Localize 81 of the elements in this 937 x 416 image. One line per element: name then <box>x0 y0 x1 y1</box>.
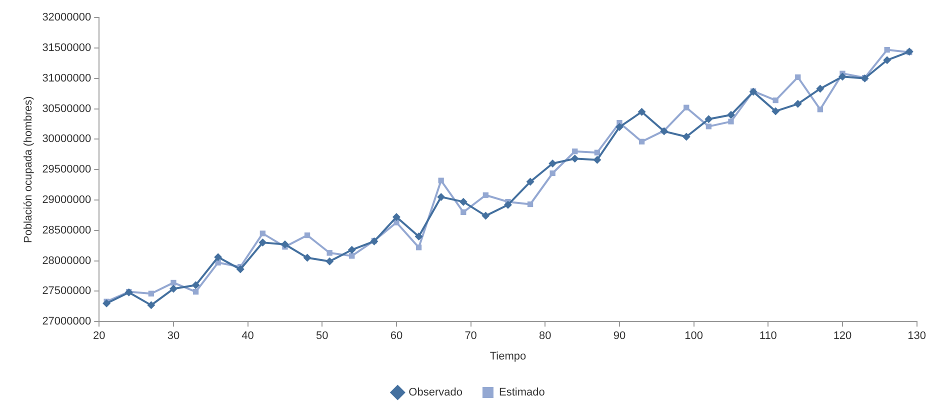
point <box>817 106 824 112</box>
point <box>548 160 557 168</box>
y-tick-label: 29000000 <box>42 194 92 206</box>
legend-label: Estimado <box>498 386 545 399</box>
legend-label: Observado <box>408 386 462 399</box>
x-tick-label: 50 <box>316 330 328 342</box>
x-tick-label: 130 <box>908 330 926 342</box>
x-tick-label: 30 <box>167 330 180 342</box>
y-tick-label: 30000000 <box>42 133 92 146</box>
point <box>348 246 356 254</box>
point <box>794 100 802 108</box>
point <box>459 198 468 206</box>
point <box>304 232 310 238</box>
y-tick-label: 30500000 <box>42 102 92 115</box>
point <box>170 280 176 286</box>
point <box>527 201 534 208</box>
point <box>704 115 713 124</box>
point <box>772 97 778 104</box>
point <box>102 299 111 308</box>
y-tick-label: 31500000 <box>42 42 92 54</box>
x-tick-label: 110 <box>759 330 777 342</box>
point <box>638 108 646 116</box>
y-tick-label: 27000000 <box>42 316 92 328</box>
point <box>594 150 600 156</box>
point <box>438 178 444 184</box>
y-tick-label: 28000000 <box>42 254 92 267</box>
point <box>147 301 156 310</box>
point <box>414 232 423 240</box>
x-tick-label: 60 <box>390 330 403 342</box>
y-tick-label: 31000000 <box>42 72 92 84</box>
point <box>148 290 154 296</box>
y-tick-label: 29500000 <box>42 164 92 176</box>
point <box>638 138 645 144</box>
point <box>570 154 579 163</box>
point <box>437 192 446 201</box>
point <box>706 124 712 130</box>
point <box>772 107 780 116</box>
x-tick-label: 120 <box>833 330 852 342</box>
point <box>682 132 690 141</box>
point <box>392 213 400 222</box>
point <box>838 72 846 81</box>
x-tick-label: 90 <box>613 330 626 342</box>
point <box>883 56 892 64</box>
point <box>482 212 490 220</box>
x-tick-label: 80 <box>539 330 552 342</box>
point <box>260 230 266 236</box>
point <box>684 104 690 110</box>
point <box>482 192 489 198</box>
point <box>192 281 200 290</box>
point <box>258 238 267 247</box>
point <box>326 257 334 266</box>
point <box>504 200 512 209</box>
y-tick-label: 28500000 <box>42 224 92 236</box>
point <box>728 118 734 124</box>
point <box>236 265 244 274</box>
y-tick-label: 32000000 <box>42 12 92 24</box>
x-axis-title: Tiempo <box>490 350 526 362</box>
y-axis-title: Población ocupada (hombres) <box>22 96 35 243</box>
point <box>169 284 178 293</box>
point <box>526 178 534 186</box>
point <box>726 110 735 119</box>
point <box>280 240 289 248</box>
y-tick-label: 27500000 <box>42 285 92 298</box>
x-tick-label: 40 <box>242 330 254 342</box>
point <box>816 84 824 93</box>
point <box>192 288 199 295</box>
point <box>615 123 624 132</box>
point <box>326 250 332 256</box>
point <box>214 253 222 262</box>
point <box>303 254 312 262</box>
x-tick-label: 70 <box>464 330 477 342</box>
point <box>416 244 422 250</box>
point <box>572 148 578 154</box>
x-tick-label: 20 <box>93 330 106 342</box>
point <box>795 74 801 80</box>
point <box>460 209 466 215</box>
point <box>349 253 355 259</box>
point <box>884 46 890 53</box>
point <box>593 156 602 164</box>
x-tick-label: 100 <box>684 330 703 342</box>
point <box>550 170 556 176</box>
